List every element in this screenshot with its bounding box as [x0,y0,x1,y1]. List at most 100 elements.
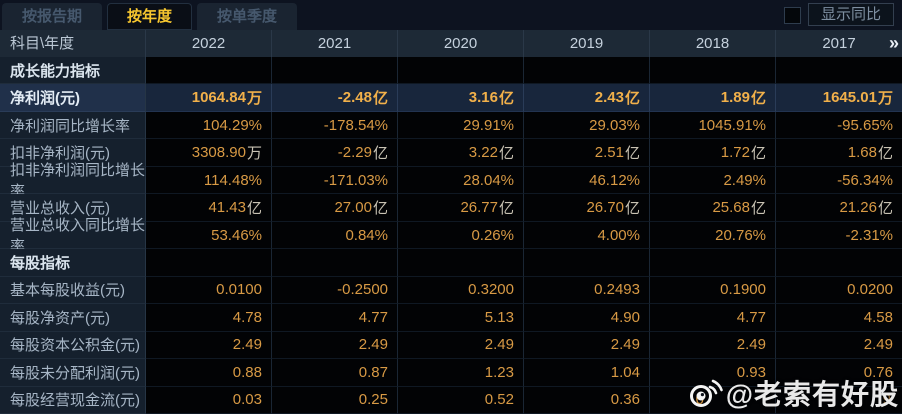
table-cell: 2.49 [272,331,398,360]
table-cell: 114.48% [146,166,272,195]
table-cell: -2.31% [776,221,902,250]
table-cell [146,249,272,277]
table-row[interactable]: 营业总收入同比增长率 53.46% 0.84% 0.26% 4.00% 20.76% -2.… [0,217,902,255]
cell-unit: 亿 [372,145,388,163]
table-cell: 46.12% [524,166,650,195]
table-cell: 2.43 亿 [524,84,650,112]
cell-unit: 亿 [246,200,262,218]
cell-value: 3.22 [468,144,498,162]
cell-value: 2.43 [594,89,624,107]
tab-by-single-quarter[interactable]: 按单季度 [197,3,298,30]
table-cell: 3.22 亿 [398,139,524,167]
table-row[interactable]: 每股未分配利润(元) 0.88 0.87 1.23 1.04 0.93 0.76 [0,359,902,387]
table-cell: 2.49 [146,331,272,360]
cell-unit: 万 [877,90,893,108]
table-cell: 0.76 [776,359,902,387]
cell-value: -2.48 [337,89,372,107]
cell-unit: 亿 [498,145,514,163]
row-label: 营业总收入(元) [0,194,146,222]
table-cell: 0.87 [272,359,398,387]
table-row[interactable]: 每股经营现金流(元) 0.03 0.25 0.52 0.36 0 9 [0,386,902,414]
table-cell: 4.00% [524,221,650,250]
tab-by-report-period[interactable]: 按报告期 [2,3,103,30]
year-column-header: 2021 [272,30,398,57]
table-cell: 1.23 [398,359,524,387]
cell-unit: 万 [246,90,262,108]
table-cell: 9 [776,386,902,414]
cell-unit: 亿 [750,145,766,163]
table-row[interactable]: 扣非净利润同比增长率 114.48% -171.03% 28.04% 46.12% 2.4… [0,162,902,200]
table-cell: -171.03% [272,166,398,195]
cell-unit: 万 [246,145,262,163]
table-cell [398,249,524,277]
cell-value: 26.77 [460,199,498,217]
cell-unit: 亿 [372,200,388,218]
table-cell: 0.2493 [524,276,650,305]
table-row[interactable]: 扣非净利润(元) 3308.90 万 -2.29 亿 3.22 亿 2.51 亿 1.72 亿 1.6… [0,139,902,167]
row-label: 净利润同比增长率 [0,111,146,140]
table-cell: 1.89 亿 [650,84,776,112]
table-cell: 0.25 [272,386,398,414]
more-columns-chevron-icon[interactable]: » [888,33,899,53]
corner-header-cell: 科目\年度 [0,30,146,57]
cell-value: -2.29 [337,144,372,162]
table-cell: 53.46% [146,221,272,250]
show-yoy-checkbox[interactable] [783,7,801,24]
table-cell: 26.77 亿 [398,194,524,222]
row-label: 每股净资产(元) [0,304,146,332]
show-yoy-label[interactable]: 显示同比 [807,3,894,26]
cell-value: 27.00 [334,199,372,217]
cell-unit: 亿 [750,90,766,108]
table-cell [650,249,776,277]
table-cell: 20.76% [650,221,776,250]
row-label: 营业总收入同比增长率 [0,217,146,255]
table-body: 成长能力指标 净利润(元) 1064.84 万 -2.48 亿 3.16 亿 2.43 亿 1.89… [0,57,902,414]
table-cell: 26.70 亿 [524,194,650,222]
tab-by-year[interactable]: 按年度 [107,3,193,30]
table-cell: 27.00 亿 [272,194,398,222]
row-label: 扣非净利润(元) [0,139,146,167]
table-cell: 29.91% [398,111,524,140]
year-headers: 2022 2021 2020 2019 2018 2017 [146,30,902,57]
row-label: 每股经营现金流(元) [0,386,146,414]
cell-value: 25.68 [712,199,750,217]
table-cell [272,249,398,277]
year-column-header: 2018 [650,30,776,57]
table-row[interactable]: 营业总收入(元) 41.43 亿 27.00 亿 26.77 亿 26.70 亿 25.68 亿 21… [0,194,902,222]
cell-value: 3.16 [468,89,498,107]
table-row[interactable]: 净利润(元) 1064.84 万 -2.48 亿 3.16 亿 2.43 亿 1.89 亿 1645.… [0,84,902,112]
table-row[interactable]: 基本每股收益(元) 0.0100 -0.2500 0.3200 0.2493 0.1900… [0,276,902,305]
cell-value: 41.43 [208,199,246,217]
table-cell: 1064.84 万 [146,84,272,112]
cell-value: 26.70 [586,199,624,217]
table-cell [146,57,272,85]
table-cell: 1.72 亿 [650,139,776,167]
cell-unit: 亿 [498,200,514,218]
table-cell: 0.84% [272,221,398,250]
table-cell [398,57,524,85]
table-cell: 4.58 [776,304,902,332]
row-label: 每股资本公积金(元) [0,331,146,360]
table-row[interactable]: 每股净资产(元) 4.78 4.77 5.13 4.90 4.77 4.58 [0,304,902,332]
table-row[interactable]: 每股资本公积金(元) 2.49 2.49 2.49 2.49 2.49 2.49 [0,331,902,360]
table-cell: 1.04 [524,359,650,387]
table-cell: 2.49 [524,331,650,360]
table-cell: -2.29 亿 [272,139,398,167]
table-cell: 2.49 [650,331,776,360]
table-row[interactable]: 净利润同比增长率 104.29% -178.54% 29.91% 29.03% 1045.… [0,111,902,140]
financials-table: 科目\年度 2022 2021 2020 2019 2018 2017 » 成长能力指标净… [0,30,902,414]
cell-unit: 亿 [498,90,514,108]
cell-value: 1.68 [847,144,877,162]
table-cell: 1045.91% [650,111,776,140]
table-cell: -0.2500 [272,276,398,305]
table-cell: 4.77 [650,304,776,332]
table-cell [650,57,776,85]
table-cell: 25.68 亿 [650,194,776,222]
table-header-row: 科目\年度 2022 2021 2020 2019 2018 2017 » [0,30,902,57]
period-tabbar: 按报告期 按年度 按单季度 显示同比 [0,0,902,30]
row-label: 扣非净利润同比增长率 [0,162,146,200]
table-cell: -2.48 亿 [272,84,398,112]
cell-unit: 亿 [624,90,640,108]
table-cell: 2.49 [776,331,902,360]
cell-unit: 亿 [372,90,388,108]
